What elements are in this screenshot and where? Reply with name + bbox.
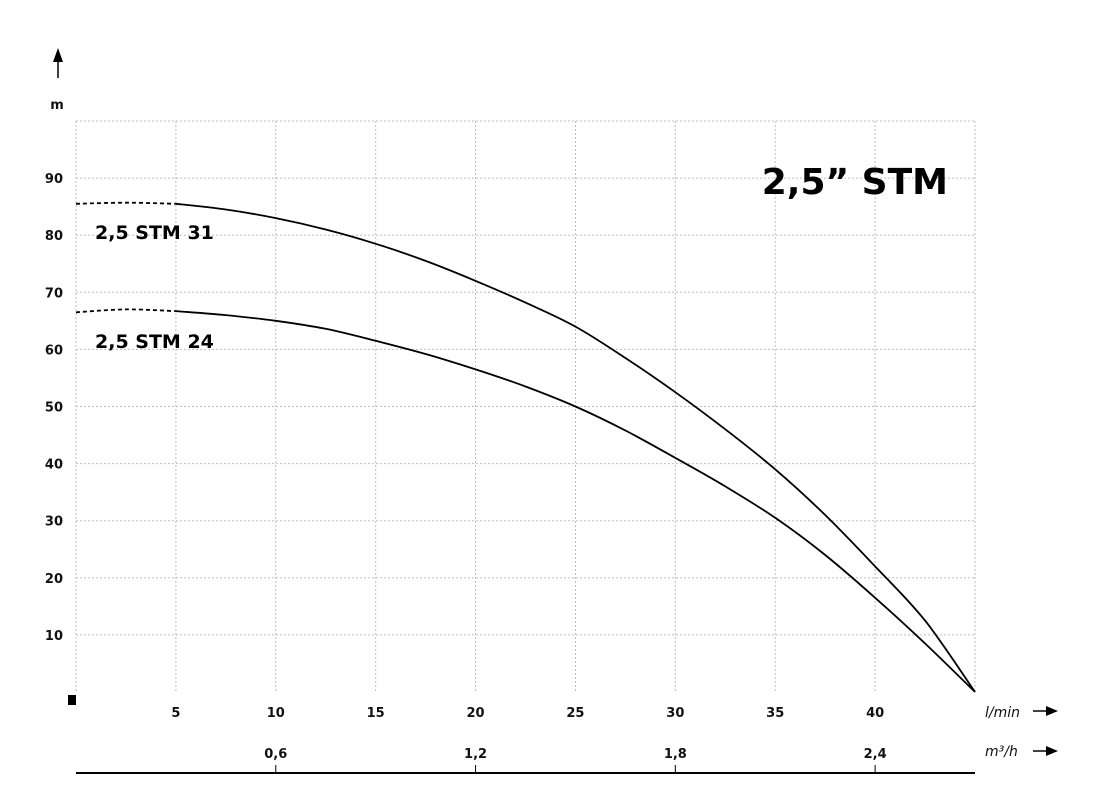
- series-lines: [75, 201, 976, 693]
- y-tick-label: 70: [45, 286, 63, 301]
- chart-title: 2,5” STM: [762, 162, 948, 203]
- x-tick-label: 25: [566, 706, 584, 721]
- x2-tick-label: 1,8: [664, 747, 687, 762]
- y-tick-label: 10: [45, 629, 63, 644]
- x-axis-unit-label: l/min: [985, 705, 1020, 721]
- axes: m: [50, 48, 975, 774]
- x-axis-arrow-icon: [1046, 706, 1058, 716]
- y-tick-label: 50: [45, 401, 63, 416]
- y-axis-label: m: [50, 98, 64, 113]
- x-tick-label: 20: [467, 706, 485, 721]
- series-label: 2,5 STM 31: [95, 222, 214, 244]
- x-tick-label: 10: [267, 706, 285, 721]
- y-axis-arrow-icon: [53, 48, 63, 62]
- x2-axis-arrow-icon: [1046, 746, 1058, 756]
- x-tick-label: 40: [866, 706, 884, 721]
- y-tick-label: 40: [45, 458, 63, 473]
- tick-labels: 10 20 30 40 50 60 70 80 90 5 10 15 20 25 30 35 40 l/min 0,…: [45, 172, 1058, 762]
- series-line: [175, 202, 976, 693]
- origin-marker: [68, 695, 76, 705]
- series-line-dashed: [75, 201, 176, 205]
- x2-axis-unit-label: m³/h: [985, 744, 1018, 760]
- x2-tick-label: 1,2: [464, 747, 487, 762]
- x-tick-label: 15: [367, 706, 385, 721]
- y-tick-label: 20: [45, 572, 63, 587]
- grid: [75, 120, 976, 692]
- x-tick-label: 5: [171, 706, 180, 721]
- labels: 2,5 STM 31 2,5 STM 24 2,5” STM: [95, 162, 948, 353]
- y-tick-label: 30: [45, 515, 63, 530]
- y-tick-label: 80: [45, 229, 63, 244]
- series-line: [175, 310, 976, 693]
- y-tick-label: 60: [45, 343, 63, 358]
- x2-tick-label: 0,6: [264, 747, 287, 762]
- x-tick-label: 30: [666, 706, 684, 721]
- y-tick-label: 90: [45, 172, 63, 187]
- series-line-dashed: [75, 308, 176, 314]
- series-label: 2,5 STM 24: [95, 331, 214, 353]
- x2-tick-label: 2,4: [864, 747, 887, 762]
- x-tick-label: 35: [766, 706, 784, 721]
